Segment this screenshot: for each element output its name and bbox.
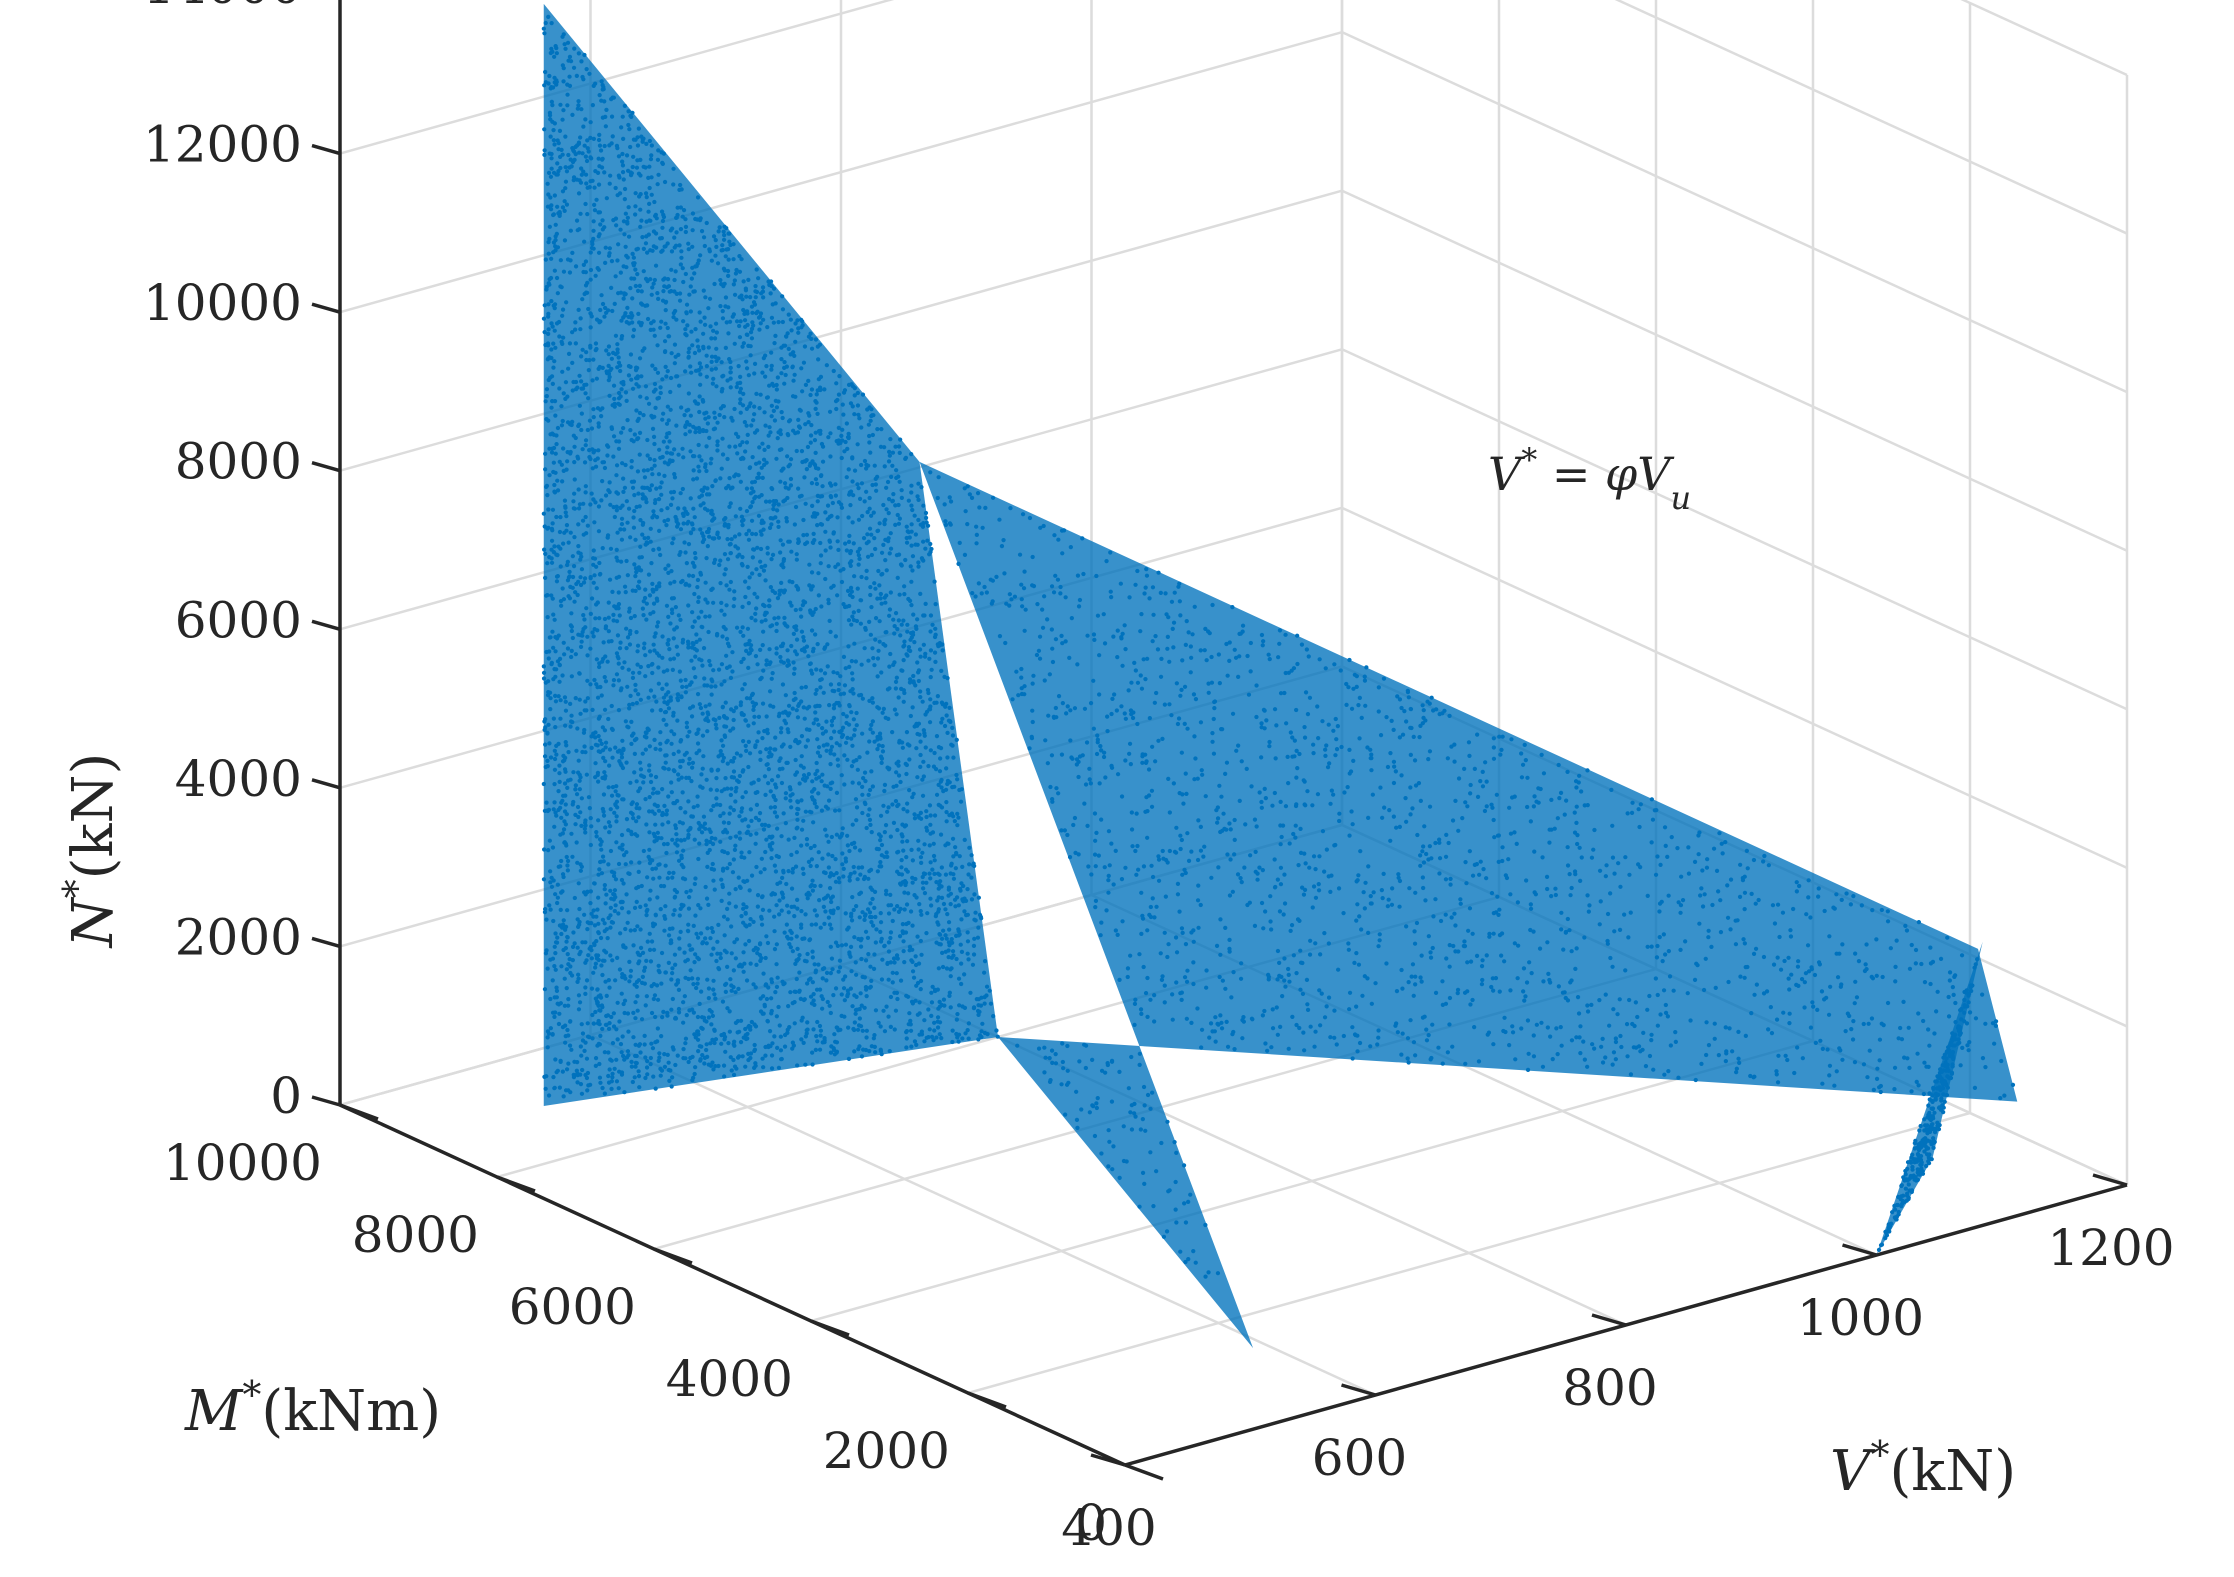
x-tick-label: 800: [1562, 1359, 1657, 1417]
gridline-floor-v: [589, 1033, 1377, 1397]
data-points: [541, 3, 2018, 1349]
z-tick-label: 0: [270, 1067, 302, 1125]
gridline-side-wall-n: [1341, 31, 2128, 394]
y-tick-mark: [496, 1175, 536, 1193]
tick-labels: 4006008001000120002000400060008000100000…: [143, 0, 2175, 1557]
y-tick-mark: [653, 1247, 693, 1265]
y-tick-label: 0: [1075, 1494, 1107, 1552]
axes: [311, 0, 2128, 1481]
z-tick-mark: [311, 302, 341, 314]
z-tick-mark: [311, 778, 341, 790]
region-curved-surface: [919, 461, 2018, 1349]
z-tick-mark: [311, 1095, 341, 1107]
x-tick-mark: [1341, 1383, 1376, 1397]
gridline-floor-m: [967, 1111, 1971, 1395]
gridline-side-wall-n: [1341, 506, 2128, 869]
y-tick-label: 4000: [666, 1350, 793, 1408]
y-axis-line: [339, 1103, 1126, 1467]
gridline-back-wall-n: [339, 189, 1343, 472]
z-tick-label: 4000: [175, 750, 302, 808]
y-tick-mark: [810, 1319, 850, 1337]
x-tick-label: 400: [1061, 1499, 1156, 1557]
region-fill: [919, 461, 2018, 1349]
z-tick-label: 14000: [143, 0, 302, 15]
y-axis-label: M*(kNm): [184, 1373, 441, 1444]
x-tick-mark: [1842, 1243, 1877, 1257]
gridline-side-wall-n: [1341, 348, 2128, 711]
z-tick-mark: [311, 619, 341, 631]
gridline-floor-m: [810, 1039, 1814, 1323]
z-tick-label: 2000: [175, 908, 302, 966]
x-tick-mark: [1090, 1453, 1126, 1467]
y-tick-mark: [967, 1391, 1007, 1409]
z-tick-label: 8000: [175, 433, 302, 491]
z-tick-label: 6000: [175, 591, 302, 649]
gridline-side-wall-n: [1614, 0, 2128, 235]
z-tick-label: 10000: [143, 274, 302, 332]
annotation: V* = φVu: [1488, 441, 1691, 517]
y-tick-label: 10000: [163, 1134, 322, 1192]
z-tick-mark: [311, 143, 341, 156]
gridline-side-wall-n: [1341, 189, 2128, 552]
x-axis-label: V*(kN): [1830, 1433, 2016, 1504]
region-constant-moment-wall: [541, 3, 1000, 1106]
z-tick-label: 12000: [143, 116, 302, 174]
scatter-markers: [928, 470, 2016, 1279]
gridline-side-wall-n: [1960, 0, 2128, 77]
y-tick-mark: [1124, 1463, 1164, 1481]
x-tick-label: 1200: [2047, 1219, 2174, 1277]
z-axis-label: N*(kN): [55, 753, 126, 950]
x-tick-mark: [2092, 1173, 2128, 1187]
x-tick-mark: [1591, 1313, 1627, 1327]
scatter-markers: [1876, 957, 1980, 1252]
y-tick-label: 8000: [352, 1206, 479, 1264]
z-tick-mark: [311, 936, 341, 949]
y-tick-mark: [339, 1103, 379, 1121]
z-tick-mark: [311, 461, 341, 473]
y-tick-label: 2000: [823, 1422, 950, 1480]
x-tick-label: 600: [1312, 1429, 1407, 1487]
region-end-triangle: [1876, 941, 1983, 1255]
x-tick-label: 1000: [1797, 1289, 1924, 1347]
gridline-back-wall-n: [339, 30, 1343, 314]
gridline-back-wall-n: [339, 0, 895, 155]
y-tick-label: 6000: [509, 1278, 636, 1336]
scatter-markers: [541, 14, 1000, 1099]
